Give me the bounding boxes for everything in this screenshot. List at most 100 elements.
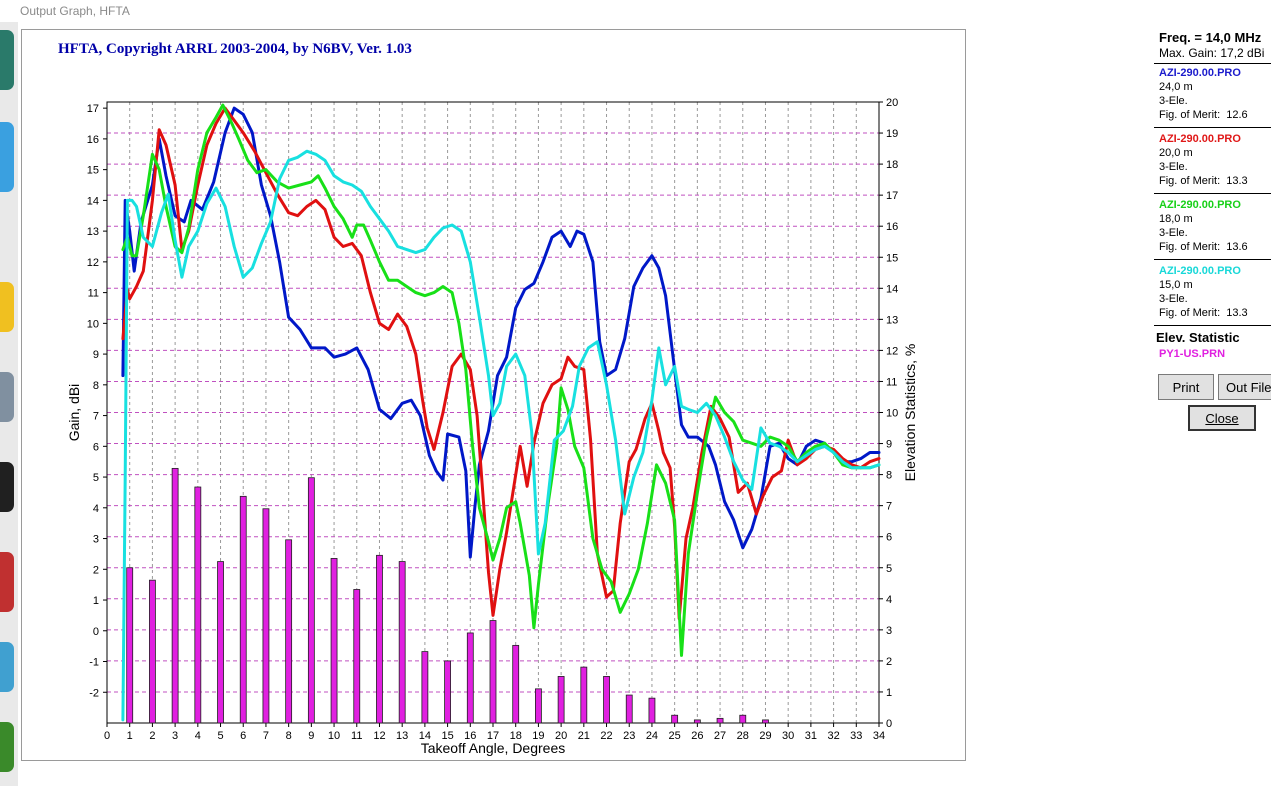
- y-tick-label: 17: [87, 103, 99, 115]
- y2-tick-label: 1: [886, 687, 892, 699]
- y-tick-label: 5: [93, 472, 99, 484]
- series-antenna-type: 3-Ele.: [1159, 161, 1188, 173]
- x-tick-label: 14: [419, 730, 431, 742]
- y2-tick-label: 5: [886, 563, 892, 575]
- divider: [1154, 127, 1271, 128]
- gain-series-line: [121, 106, 881, 620]
- elevation-bar: [648, 697, 656, 724]
- gain-series-line: [121, 149, 881, 722]
- y-tick-label: 10: [87, 318, 99, 330]
- series-fig-of-merit: Fig. of Merit: 13.3: [1159, 307, 1248, 319]
- y2-tick-label: 17: [886, 190, 898, 202]
- series-file-name: AZI-290.00.PRO: [1159, 133, 1241, 145]
- y2-axis-label: Elevation Statistics, %: [902, 344, 918, 482]
- y2-tick-label: 11: [886, 376, 897, 388]
- x-tick-label: 30: [782, 730, 794, 742]
- y2-tick-label: 3: [886, 625, 892, 637]
- x-tick-label: 6: [240, 730, 246, 742]
- y2-tick-label: 9: [886, 439, 892, 451]
- elevation-bar: [194, 486, 202, 724]
- y2-tick-label: 2: [886, 656, 892, 668]
- x-tick-label: 7: [263, 730, 269, 742]
- y-tick-label: 16: [87, 134, 99, 146]
- divider: [1154, 325, 1271, 326]
- x-tick-label: 29: [759, 730, 771, 742]
- x-tick-label: 22: [600, 730, 612, 742]
- divider: [1154, 63, 1271, 64]
- y2-tick-label: 20: [886, 97, 898, 109]
- y-tick-label: 13: [87, 226, 99, 238]
- series-info-1: AZI-290.00.PRO 24,0 m 3-Ele. Fig. of Mer…: [1159, 66, 1271, 122]
- elevation-bar: [421, 651, 429, 724]
- max-gain-label: Max. Gain: 17,2 dBi: [1159, 46, 1265, 60]
- background-taskbar-strip: [0, 22, 18, 786]
- series-height: 15,0 m: [1159, 279, 1193, 291]
- elevation-statistic-title: Elev. Statistic: [1156, 330, 1240, 345]
- elevation-bar: [330, 558, 338, 724]
- y-axis-label: Gain, dBi: [66, 384, 82, 442]
- elevation-bar: [671, 714, 679, 724]
- elevation-bar: [693, 719, 701, 724]
- elevation-bar: [557, 676, 565, 724]
- elevation-bar: [149, 579, 156, 724]
- chart-title: HFTA, Copyright ARRL 2003-2004, by N6BV,…: [58, 41, 412, 57]
- series-fig-of-merit: Fig. of Merit: 13.3: [1159, 175, 1248, 187]
- y-tick-label: -2: [89, 687, 99, 699]
- x-tick-label: 10: [328, 730, 340, 742]
- x-tick-label: 2: [149, 730, 155, 742]
- elevation-bar: [307, 477, 315, 724]
- x-tick-label: 19: [532, 730, 544, 742]
- x-tick-label: 34: [873, 730, 885, 742]
- x-tick-label: 28: [737, 730, 749, 742]
- y-tick-label: 0: [93, 626, 99, 638]
- series-height: 18,0 m: [1159, 213, 1193, 225]
- elevation-bar: [512, 644, 520, 724]
- series-antenna-type: 3-Ele.: [1159, 95, 1188, 107]
- divider: [1154, 193, 1271, 194]
- elevation-bar: [716, 717, 724, 724]
- gain-plot: 0 1 2 3 4 5 6 7 8 9 10 11 12 13 14 15 16 17 18 19 20 21 22 23 24…: [66, 97, 918, 756]
- x-tick-label: 3: [172, 730, 178, 742]
- y2-tick-label: 12: [886, 345, 898, 357]
- elevation-bar: [603, 676, 610, 724]
- series-file-name: AZI-290.00.PRO: [1159, 199, 1241, 211]
- elevation-bar: [625, 694, 633, 724]
- x-tick-label: 9: [308, 730, 314, 742]
- x-tick-label: 8: [286, 730, 292, 742]
- info-panel: Freq. = 14,0 MHz Max. Gain: 17,2 dBi AZI…: [1154, 28, 1271, 448]
- y-tick-label: 3: [93, 534, 99, 546]
- series-height: 20,0 m: [1159, 147, 1193, 159]
- y2-tick-label: 10: [886, 408, 898, 420]
- y-tick-label: 1: [93, 595, 99, 607]
- x-tick-label: 4: [195, 730, 201, 742]
- x-tick-label: 27: [714, 730, 726, 742]
- elevation-bar: [398, 561, 406, 724]
- close-button[interactable]: Close: [1188, 405, 1256, 431]
- series-fig-of-merit: Fig. of Merit: 12.6: [1159, 109, 1248, 121]
- x-tick-label: 21: [578, 730, 590, 742]
- print-button[interactable]: Print: [1158, 374, 1214, 400]
- y2-tick-label: 16: [886, 221, 898, 233]
- gain-series-line: [121, 106, 881, 559]
- x-tick-label: 26: [691, 730, 703, 742]
- frequency-label: Freq. = 14,0 MHz: [1159, 30, 1262, 45]
- x-tick-label: 0: [104, 730, 110, 742]
- x-tick-label: 1: [127, 730, 133, 742]
- y2-tick-label: 6: [886, 532, 892, 544]
- elevation-bar: [489, 620, 497, 724]
- divider: [1154, 259, 1271, 260]
- series-height: 24,0 m: [1159, 81, 1193, 93]
- y-tick-label: -1: [89, 657, 99, 669]
- elevation-bar: [217, 561, 224, 724]
- y2-tick-label: 15: [886, 252, 898, 264]
- elevation-bar: [353, 589, 361, 724]
- out-file-button[interactable]: Out File: [1218, 374, 1271, 400]
- y-tick-label: 12: [87, 257, 99, 269]
- elevation-bar: [376, 554, 383, 724]
- y2-tick-label: 14: [886, 283, 898, 295]
- y2-tick-label: 18: [886, 159, 898, 171]
- y-tick-label: 7: [93, 411, 99, 423]
- elevation-bar: [285, 539, 293, 724]
- y-tick-label: 8: [93, 380, 99, 392]
- chart-frame: HFTA, Copyright ARRL 2003-2004, by N6BV,…: [21, 29, 966, 761]
